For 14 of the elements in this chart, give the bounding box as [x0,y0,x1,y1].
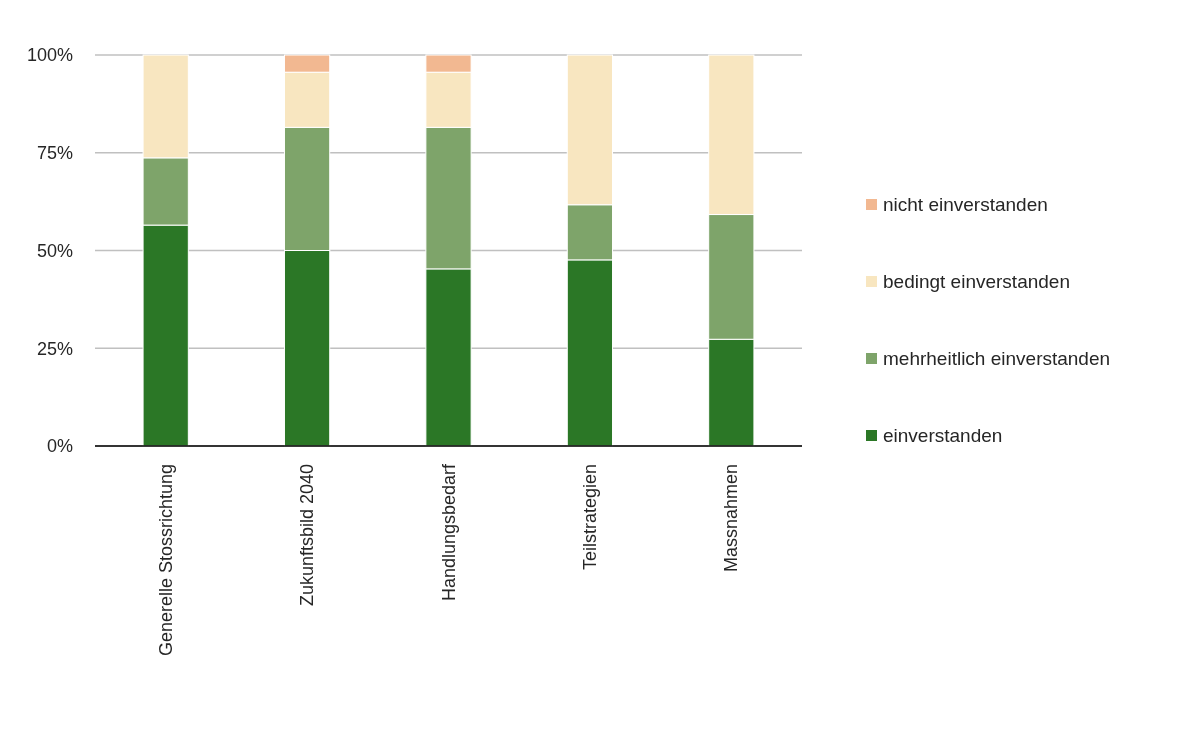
x-tick-label: Massnahmen [721,464,742,573]
x-tick-label: Zukunftsbild 2040 [297,464,318,607]
y-tick-label: 75% [36,143,73,164]
x-tick-label: Teilstrategien [579,464,600,571]
y-tick-label: 25% [36,338,73,359]
legend-label: einverstanden [883,425,1003,446]
legend-label: bedingt einverstanden [883,271,1070,292]
x-tick-label: Generelle Stossrichtung [155,464,176,657]
y-tick-label: 50% [36,240,73,261]
legend-label: mehrheitlich einverstanden [883,348,1111,369]
y-tick-label: 0% [46,436,73,457]
x-tick-label: Handlungsbedarf [438,463,459,602]
y-tick-label: 100% [26,45,73,66]
legend-label: nicht einverstanden [883,194,1048,215]
